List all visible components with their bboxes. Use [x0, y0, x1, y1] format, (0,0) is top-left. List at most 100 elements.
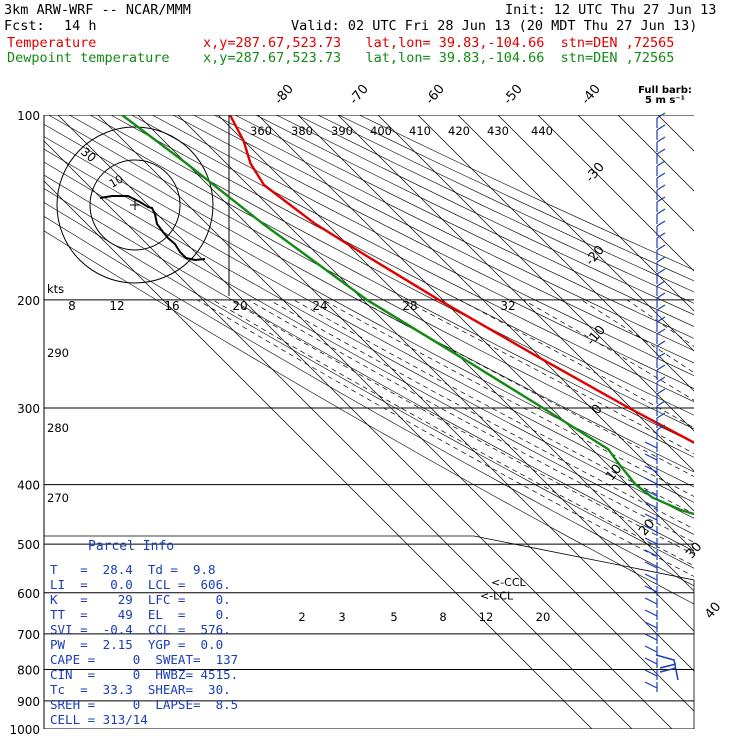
parcel-info-row: Tc = 33.3 SHEAR= 30.	[50, 682, 231, 697]
wind-barb-flag	[644, 453, 658, 461]
lcl-annotation: <-LCL	[480, 589, 514, 602]
temperature-station-info: x,y=287.67,523.73 lat,lon= 39.83,-104.66…	[203, 35, 675, 51]
dry-adiabat	[48, 115, 694, 458]
mixing-ratio-label: 2	[298, 610, 305, 624]
mixing-ratio-label: 20	[536, 610, 551, 624]
wind-barb-flag	[644, 669, 658, 677]
wind-barb-flag	[656, 112, 666, 119]
dewpoint-station-info: x,y=287.67,523.73 lat,lon= 39.83,-104.66…	[203, 50, 675, 66]
mixing-ratio-label: 12	[479, 610, 494, 624]
hodograph-ring-label: 20	[232, 299, 247, 313]
wind-barb-flag	[656, 268, 666, 275]
moist-adiabat	[322, 299, 694, 497]
wind-barb-flag	[644, 657, 658, 665]
wind-barb-flag	[644, 633, 658, 641]
isotherm-line	[497, 115, 694, 312]
wind-barb-flag	[644, 585, 658, 593]
dry-adiabat	[193, 115, 694, 364]
isotherm-label: -10	[584, 323, 609, 349]
wind-barb-flag	[656, 244, 666, 251]
wind-barb-flag	[656, 148, 666, 155]
wind-barb-flag	[644, 525, 658, 533]
hodograph-ring-label: 12	[109, 299, 124, 313]
isotherm-line	[217, 115, 694, 592]
wind-barb-flag	[644, 573, 658, 581]
wind-barb-flag	[656, 424, 666, 431]
dry-adiabat	[44, 230, 694, 605]
dry-adiabat	[359, 115, 694, 271]
wind-barb-flag	[656, 412, 666, 419]
moist-adiabat	[459, 299, 694, 429]
hodograph-speed-label: 30	[78, 145, 99, 166]
parcel-info-row: CELL = 313/14	[50, 712, 148, 727]
isotherm-line	[44, 180, 593, 729]
hodograph-ring-outer	[56, 126, 214, 284]
dry-adiabat	[44, 202, 694, 569]
wind-barb-flag	[656, 172, 666, 179]
moist-adiabat	[581, 299, 694, 374]
wind-barb-flag	[656, 364, 666, 371]
wind-barb-flag	[644, 561, 658, 569]
wind-barb-flag	[644, 465, 658, 473]
hodograph-direction-label: 10	[107, 172, 126, 190]
hodograph-ring-inner	[89, 159, 181, 251]
wind-barb-flag	[656, 304, 666, 311]
dry-adiabat	[44, 136, 694, 488]
mixing-ratio-label: 5	[390, 610, 397, 624]
theta-e-label: 380	[291, 124, 313, 138]
dry-adiabat	[172, 115, 694, 377]
mixing-ratio-label: 8	[439, 610, 446, 624]
wind-barb-flag	[656, 124, 666, 131]
hodograph-ring-label: 16	[164, 299, 179, 313]
moist-adiabat	[522, 299, 694, 401]
isotherm-label: -20	[583, 243, 608, 269]
pressure-label: 900	[17, 695, 40, 709]
parcel-info-row: K = 29 LFC = 0.	[50, 592, 231, 607]
isotherm-label: -60	[423, 82, 448, 108]
wind-barb-flag	[656, 328, 666, 335]
dry-adiabat	[89, 115, 694, 430]
dry-adiabat	[44, 161, 694, 519]
wind-barb-flag	[644, 477, 658, 485]
parcel-info-row: TT = 49 EL = 0.	[50, 607, 231, 622]
parcel-info-row: T = 28.4 Td = 9.8	[50, 562, 216, 577]
wind-barb-cluster	[655, 654, 679, 681]
wind-barb-flag	[656, 256, 666, 263]
pressure-label: 700	[17, 628, 40, 642]
hodograph-ring-label: 8	[68, 299, 76, 313]
sounding-profiles	[121, 115, 694, 516]
parcel-info-row: SREH = 0 LAPSE= 8.5	[50, 697, 239, 712]
theta-e-label: 420	[448, 124, 470, 138]
hodograph-ring-label: 32	[500, 299, 515, 313]
theta-e-label: 410	[409, 124, 431, 138]
pressure-label: 600	[17, 587, 40, 601]
pressure-label: 100	[17, 109, 40, 123]
dry-adiabat	[152, 115, 694, 389]
isotherm-label: 40	[702, 600, 724, 622]
isotherm-label: 10	[603, 462, 625, 484]
isotherm-line	[537, 115, 694, 272]
isotherm-line	[137, 115, 694, 672]
hodograph-ring-label: 24	[312, 299, 327, 313]
theta-label: 290	[47, 346, 69, 360]
pressure-label: 200	[17, 294, 40, 308]
pressure-label: 500	[17, 538, 40, 552]
dry-adiabat	[44, 148, 694, 503]
moist-adiabat	[626, 299, 694, 347]
dry-adiabat	[110, 115, 694, 416]
wind-barb-flag	[644, 441, 658, 449]
isotherm-line	[377, 115, 694, 432]
barb-legend-title: Full barb:	[638, 85, 692, 96]
temperature-legend: Temperature	[7, 35, 97, 51]
wind-barb-flag	[656, 292, 666, 299]
isotherm-label: -50	[501, 82, 526, 108]
isotherm-line	[457, 115, 694, 352]
wind-barb-flag	[656, 400, 666, 407]
parcel-info-row: CIN = 0 HWBZ= 4515.	[50, 667, 239, 682]
ccl-annotation: <-CCL	[491, 576, 527, 589]
moist-adiabat	[229, 299, 694, 555]
mixing-ratio-label: 3	[338, 610, 345, 624]
isotherm-line	[57, 115, 673, 729]
dry-adiabat	[234, 115, 694, 339]
dewpoint-legend: Dewpoint temperature	[7, 50, 170, 66]
